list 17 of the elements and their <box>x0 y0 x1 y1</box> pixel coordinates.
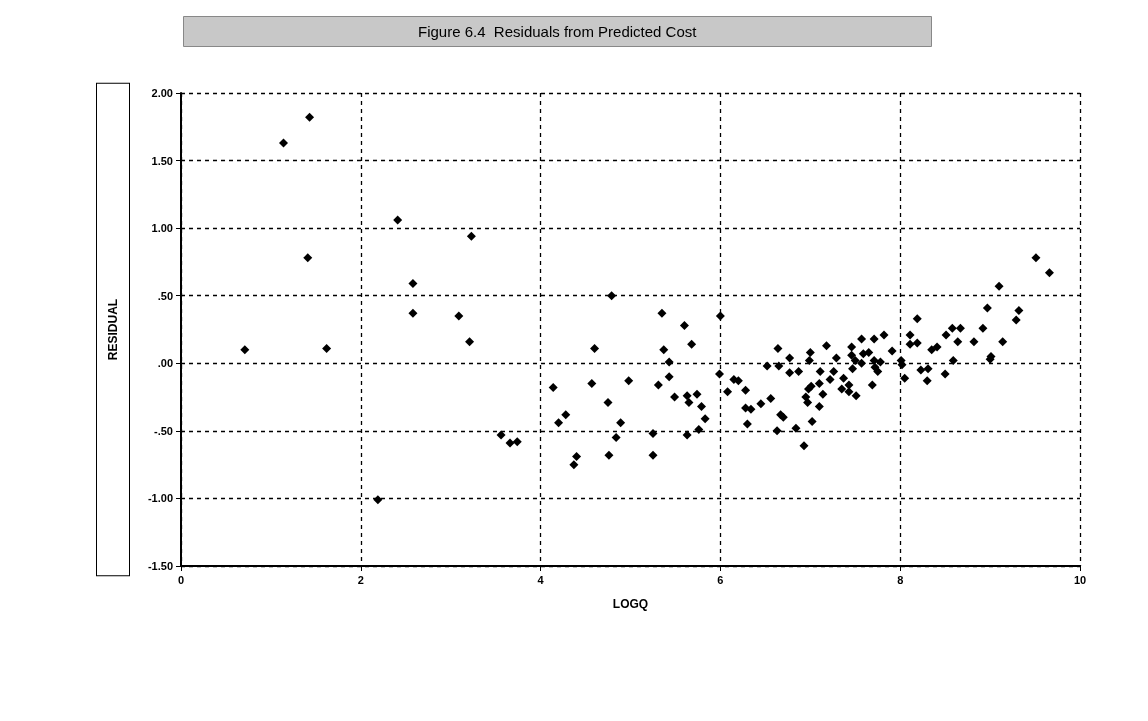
y-tick-label: 1.50 <box>151 154 173 167</box>
x-tick-label: 8 <box>897 573 904 586</box>
y-tick-label: -.50 <box>154 424 173 437</box>
chart-title: Figure 6.4 Residuals from Predicted Cost <box>418 23 698 40</box>
y-tick-label: -1.00 <box>147 492 173 505</box>
x-tick-label: 2 <box>357 573 364 586</box>
y-axis-title: RESIDUAL <box>106 298 120 361</box>
x-axis-title: LOGQ <box>612 597 649 611</box>
y-tick-label: 2.00 <box>151 87 173 99</box>
y-tick-label: .50 <box>157 289 173 302</box>
x-tick-label: 4 <box>537 573 545 586</box>
x-tick-label: 6 <box>717 573 724 586</box>
x-tick-label: 10 <box>1073 573 1087 586</box>
y-tick-label: 1.00 <box>151 222 173 235</box>
x-tick-label: 0 <box>177 573 185 586</box>
y-tick-label: -1.50 <box>147 560 173 572</box>
y-tick-label: .00 <box>157 357 173 370</box>
